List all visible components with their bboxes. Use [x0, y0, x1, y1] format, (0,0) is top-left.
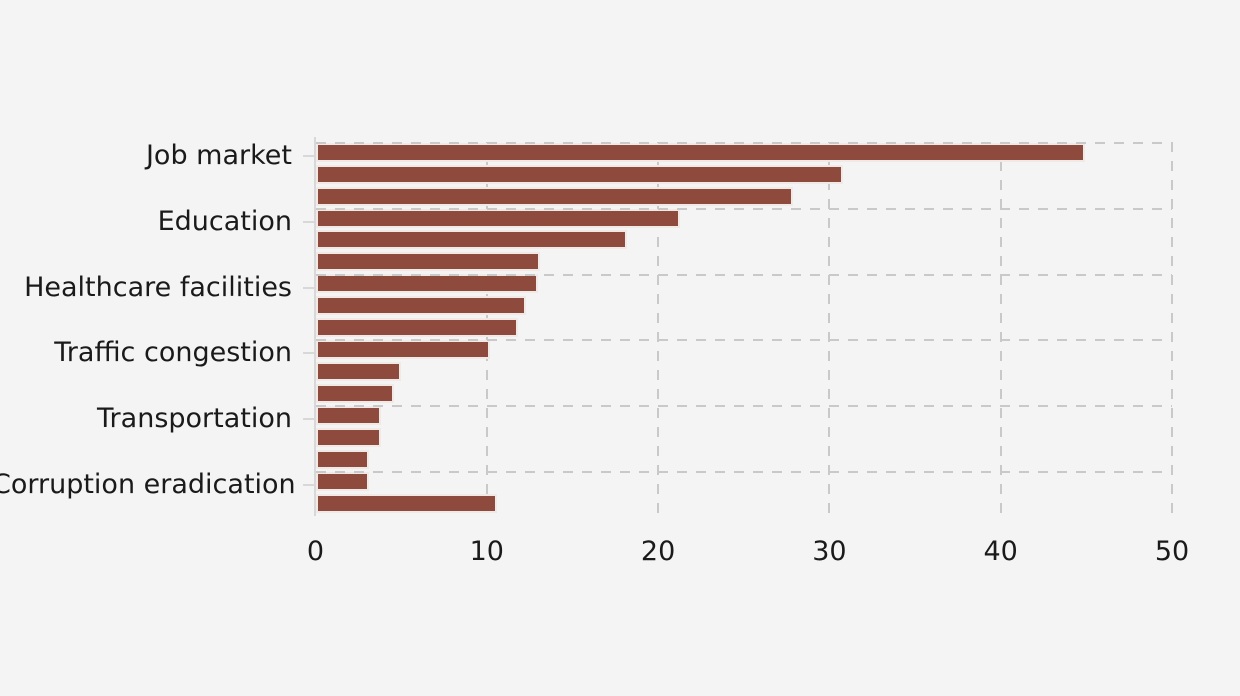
x-tick-label: 10 — [469, 536, 504, 567]
bar — [315, 186, 794, 206]
x-tick-label: 40 — [983, 536, 1018, 567]
bar — [315, 405, 381, 425]
v-gridline — [999, 142, 1002, 516]
y-tick-mark — [303, 286, 314, 289]
y-tick-mark — [303, 220, 314, 223]
v-gridline — [828, 142, 831, 516]
h-gridline — [315, 405, 1172, 408]
y-tick-label: Healthcare facilities — [24, 271, 292, 303]
y-tick-mark — [303, 155, 314, 157]
bar — [315, 384, 395, 404]
bar — [315, 449, 369, 469]
bar — [315, 142, 1085, 162]
bar — [315, 208, 681, 228]
bar — [315, 274, 539, 294]
y-axis-spine — [314, 137, 316, 516]
bar — [315, 493, 498, 513]
h-gridline — [315, 471, 1172, 474]
bar — [315, 471, 369, 491]
v-gridline — [1171, 142, 1173, 516]
bar — [315, 164, 844, 184]
y-tick-label: Job market — [145, 140, 292, 171]
y-tick-label: Corruption eradication — [0, 469, 296, 501]
x-tick-label: 20 — [640, 536, 676, 567]
bar — [315, 362, 402, 382]
bar — [315, 230, 628, 250]
y-tick-label: Traffic congestion — [54, 337, 292, 369]
x-tick-label: 0 — [306, 536, 325, 567]
bar — [315, 340, 491, 360]
x-tick-label: 50 — [1154, 536, 1190, 567]
bar — [315, 318, 518, 338]
v-gridline — [657, 142, 660, 516]
x-tick-label: 30 — [812, 536, 847, 567]
y-tick-label: Education — [157, 205, 292, 237]
y-tick-label: Transportation — [97, 403, 292, 435]
bar — [315, 427, 381, 447]
y-tick-mark — [303, 484, 314, 487]
bar — [315, 252, 540, 272]
y-tick-mark — [303, 418, 314, 421]
y-tick-mark — [303, 352, 314, 355]
bar — [315, 296, 527, 316]
